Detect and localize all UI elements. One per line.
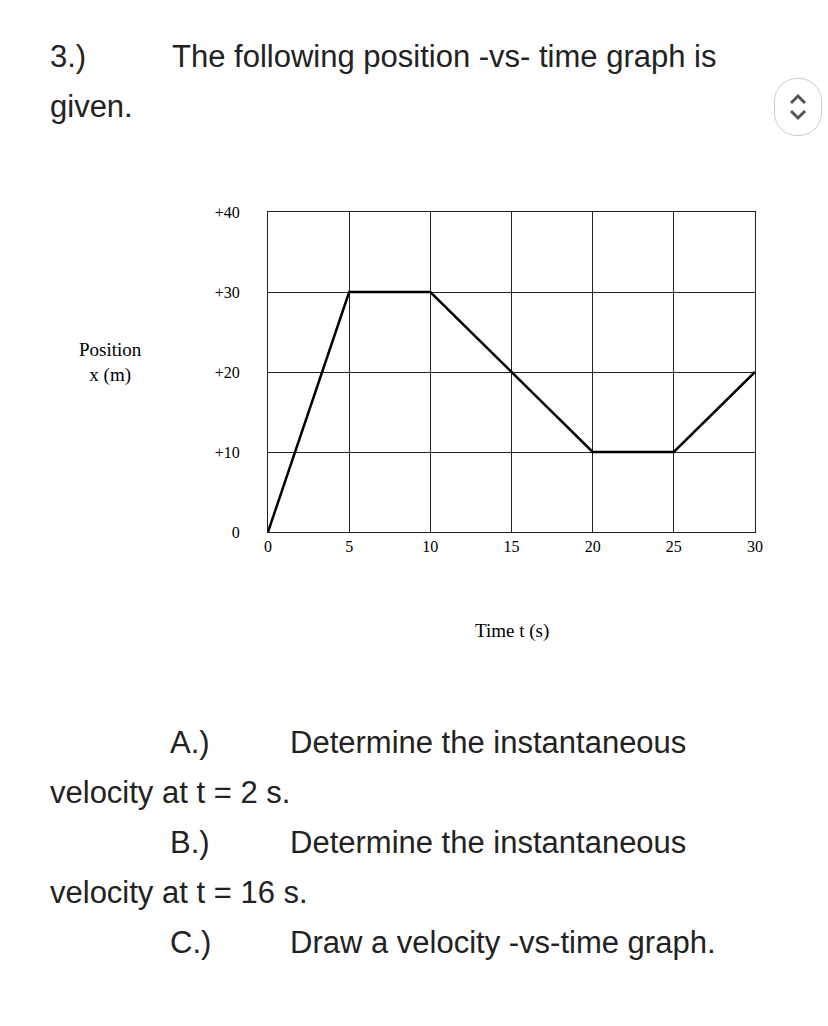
html-text:Draw a velocity -vs-time graph: Draw a velocity -vs-time graph.	[290, 925, 716, 960]
svg-text:0: 0	[264, 538, 272, 555]
html-text:Determine the instantaneous ve: Determine the instantaneous velocity at …	[50, 725, 687, 810]
html-text:A.): A.)	[170, 725, 210, 760]
svg-text:20: 20	[585, 538, 601, 555]
svg-text:30: 30	[747, 538, 763, 555]
svg-text:0: 0	[232, 524, 240, 541]
svg-text:+30: +30	[215, 284, 240, 301]
svg-text:5: 5	[345, 538, 353, 555]
html-text:B.): B.)	[170, 825, 210, 860]
html-text:Determine the instantaneous ve: Determine the instantaneous velocity at …	[50, 825, 687, 910]
svg-text:Positionx (m): Positionx (m)	[79, 339, 142, 386]
html-text:The following position -vs- ti: The following position -vs- time graph i…	[50, 39, 717, 124]
svg-text:10: 10	[422, 538, 438, 555]
svg-text:25: 25	[666, 538, 682, 555]
html-text:C.): C.)	[170, 925, 212, 960]
svg-text:+40: +40	[215, 204, 240, 221]
svg-text:+20: +20	[215, 364, 240, 381]
html-text:3.): 3.)	[50, 39, 87, 74]
svg-text:15: 15	[504, 538, 520, 555]
svg-text:Time t (s): Time t (s)	[475, 620, 549, 642]
svg-text:+10: +10	[215, 444, 240, 461]
